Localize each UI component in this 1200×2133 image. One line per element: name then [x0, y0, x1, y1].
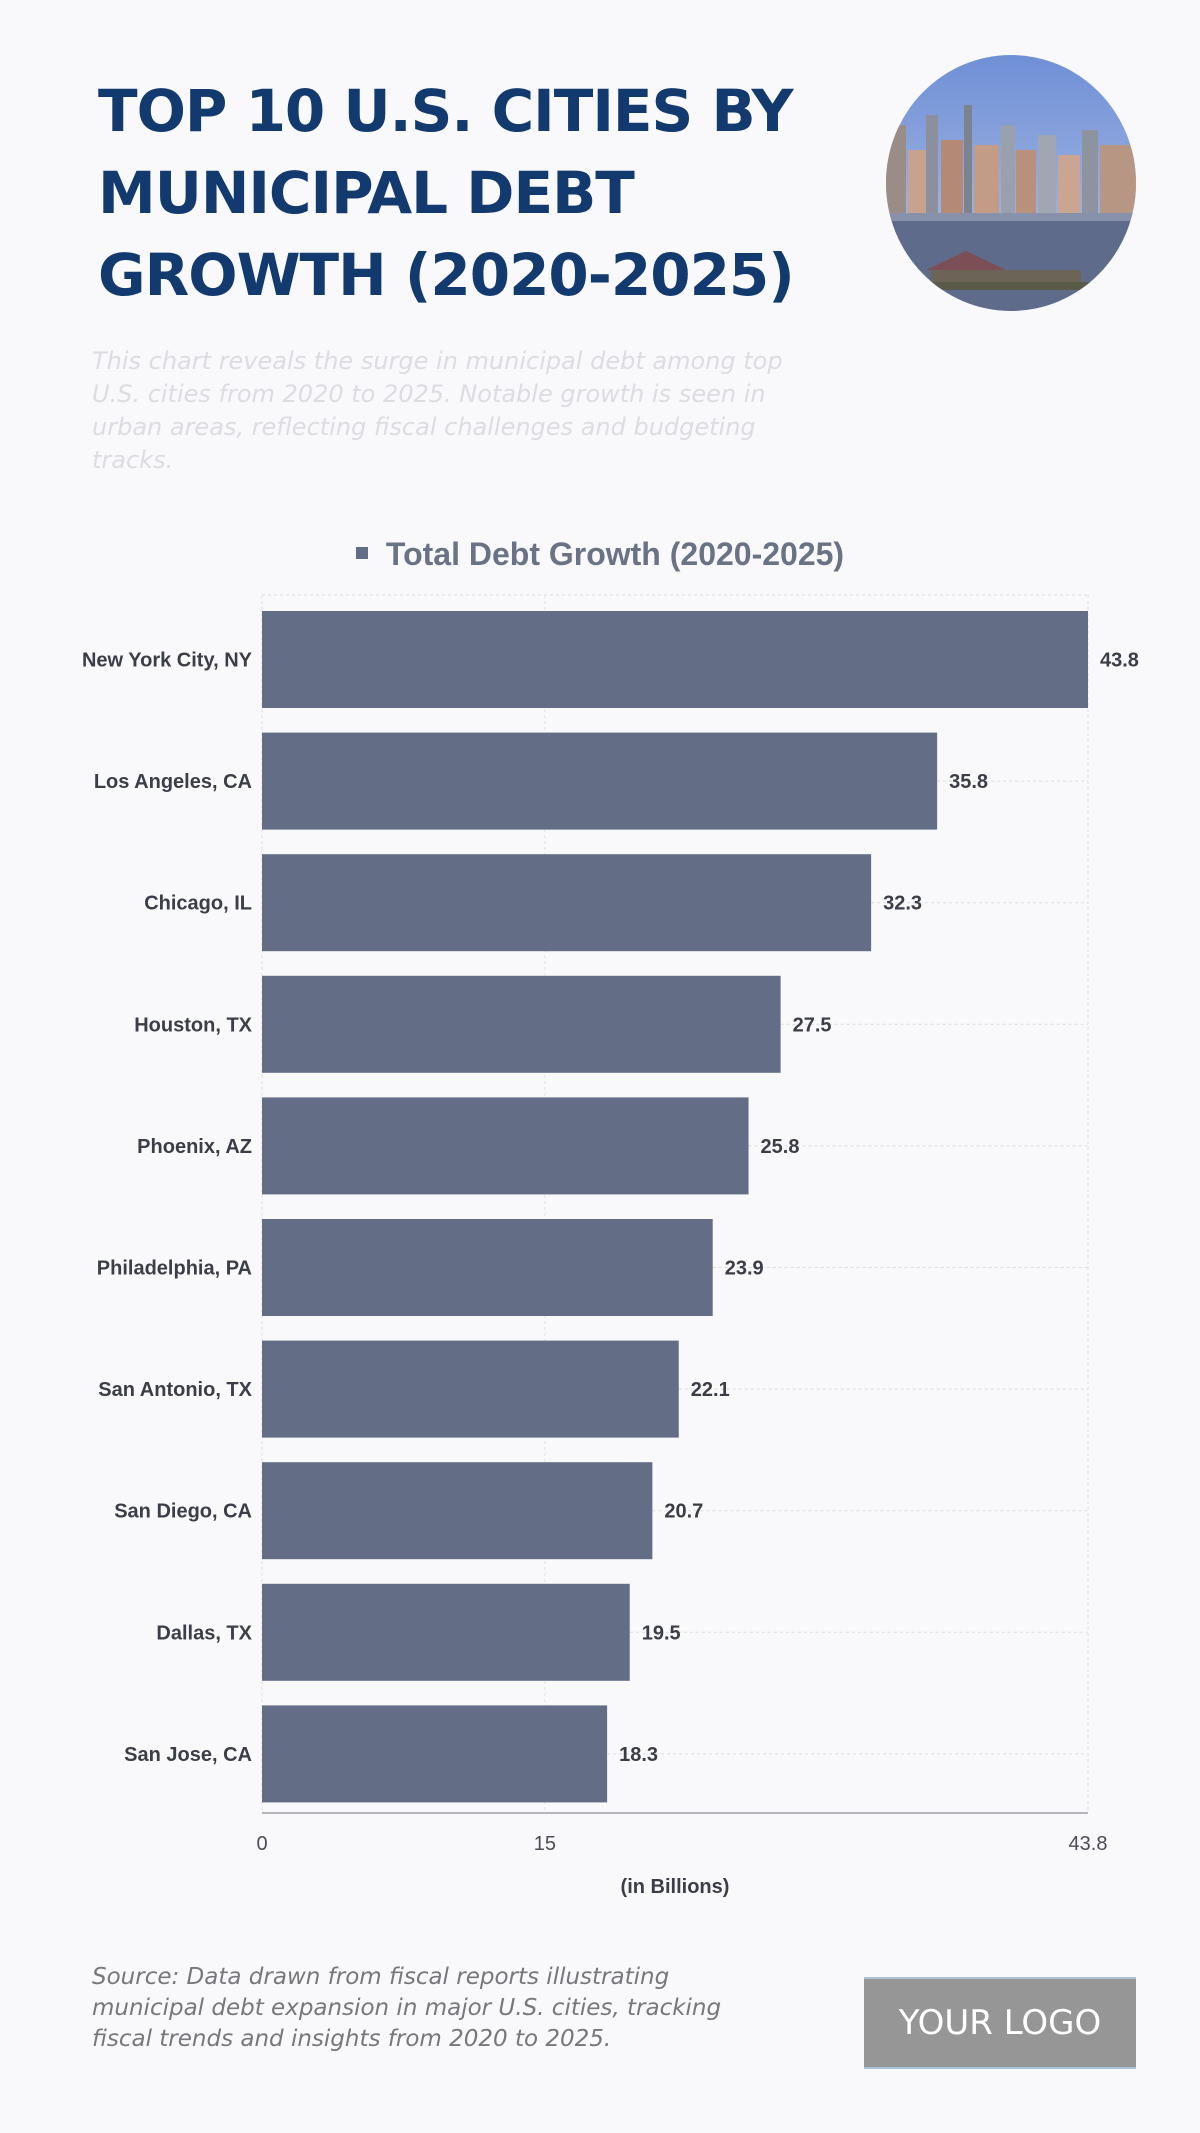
data-label: 22.1 [691, 1379, 730, 1401]
x-axis-title: (in Billions) [621, 1876, 730, 1898]
city-skyline-image [886, 55, 1136, 311]
data-label: 43.8 [1100, 650, 1139, 672]
category-label: Phoenix, AZ [137, 1136, 252, 1158]
x-tick-label: 43.8 [1069, 1833, 1108, 1855]
category-label: Houston, TX [134, 1014, 252, 1036]
data-label: 23.9 [725, 1258, 764, 1280]
bar [262, 1583, 630, 1681]
page-title: TOP 10 U.S. CITIES BY MUNICIPAL DEBT GRO… [98, 77, 795, 309]
chart-subtitle: This chart reveals the surge in municipa… [92, 347, 783, 474]
data-label: 32.3 [883, 893, 922, 915]
bar [262, 1097, 749, 1195]
x-tick-label: 15 [534, 1833, 556, 1855]
bar [262, 1705, 608, 1803]
bar [262, 1340, 679, 1438]
bar [262, 611, 1088, 708]
data-label: 25.8 [761, 1136, 800, 1158]
chart-legend: Total Debt Growth (2020-2025) [0, 536, 1200, 573]
category-label: San Antonio, TX [98, 1379, 252, 1401]
bar [262, 975, 781, 1073]
bar [262, 1462, 653, 1560]
logo-placeholder: YOUR LOGO [864, 1977, 1136, 2069]
data-label: 35.8 [949, 771, 988, 793]
bar [262, 1219, 713, 1316]
category-label: Chicago, IL [144, 893, 252, 915]
data-label: 19.5 [642, 1622, 681, 1644]
bar [262, 854, 872, 952]
bar [262, 732, 938, 830]
data-label: 18.3 [619, 1744, 658, 1766]
category-label: Philadelphia, PA [97, 1258, 252, 1280]
source-note: Source: Data drawn from fiscal reports i… [92, 1964, 722, 2052]
data-label: 20.7 [664, 1501, 703, 1523]
data-label: 27.5 [793, 1014, 832, 1036]
category-label: Dallas, TX [156, 1622, 252, 1644]
category-label: San Jose, CA [124, 1744, 252, 1766]
legend-swatch [355, 546, 368, 559]
category-label: Los Angeles, CA [94, 771, 252, 793]
legend-label: Total Debt Growth (2020-2025) [385, 536, 845, 572]
bar-chart: 0 15 43.8 New York City, NY 43.8 Los Angeles,… [82, 594, 1139, 1898]
category-label: New York City, NY [82, 650, 253, 672]
category-label: San Diego, CA [114, 1501, 252, 1523]
x-tick-label: 0 [256, 1833, 267, 1855]
